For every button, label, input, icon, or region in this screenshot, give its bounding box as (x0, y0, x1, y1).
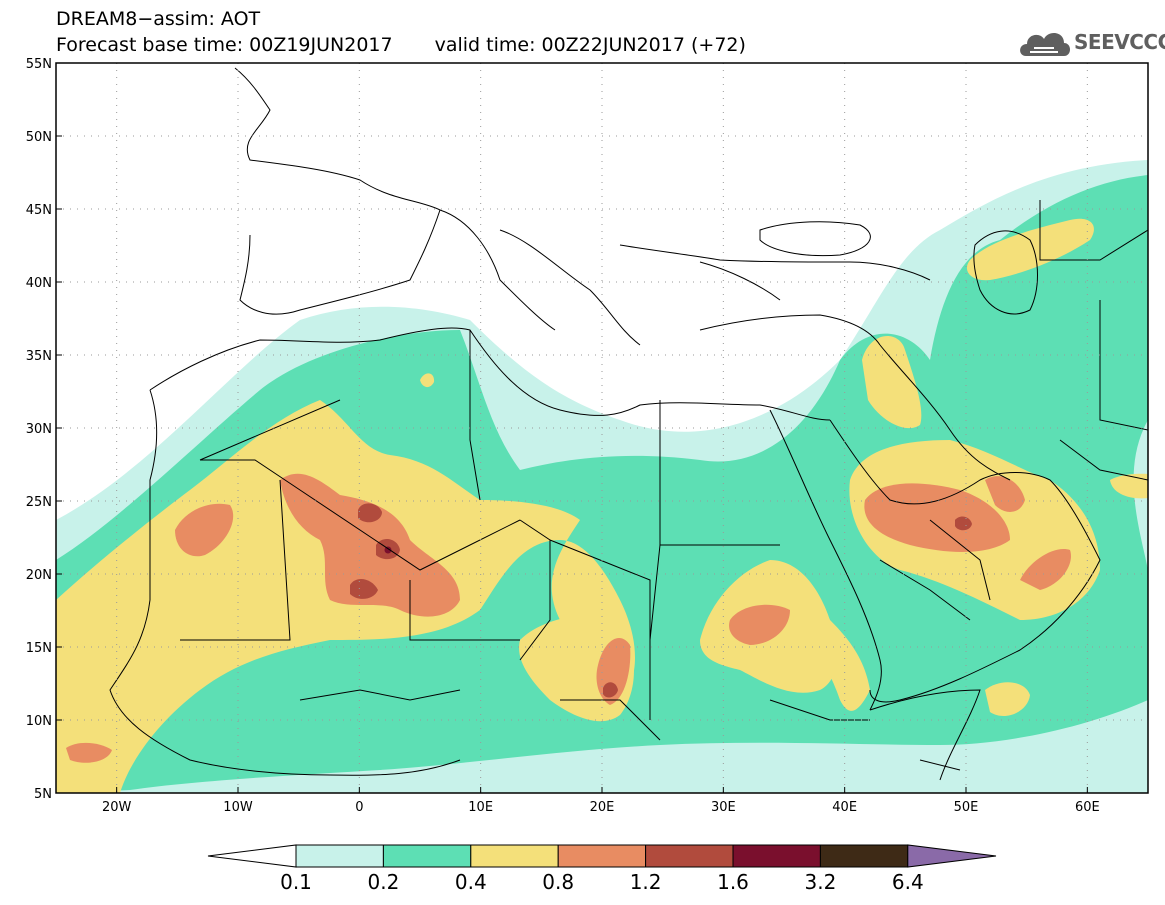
colorbar-label: 3.2 (804, 870, 837, 894)
base-time: Forecast base time: 00Z19JUN2017 (56, 34, 393, 56)
lon-tick-label: 30E (711, 800, 736, 815)
colorbar-under-arrow (207, 844, 297, 868)
seevccc-logo: SEEVCCC (1018, 22, 1165, 62)
valid-time: valid time: 00Z22JUN2017 (+72) (434, 34, 746, 56)
colorbar-over-arrow (907, 844, 997, 868)
lat-tick-label: 5N (34, 787, 52, 802)
aot-band-1.6-peak (384, 546, 392, 554)
colorbar-swatch (819, 844, 909, 868)
aot-band-0.4-somalia (985, 682, 1030, 716)
lat-tick-label: 20N (26, 568, 52, 583)
aot-band-0.4-ethiopia (800, 610, 870, 711)
lon-tick-label: 0 (355, 800, 363, 815)
aot-band-0.4-caspian (966, 218, 1094, 281)
gridlines (56, 63, 1148, 793)
aot-band-0.8-uae (985, 476, 1025, 512)
lat-tick-label: 55N (26, 57, 52, 72)
aot-band-1.2-chad (603, 682, 618, 698)
lat-tick-label: 45N (26, 203, 52, 218)
aot-band-0.8-senegal (66, 742, 112, 763)
lat-tick-label: 35N (26, 349, 52, 364)
time-info: Forecast base time: 00Z19JUN2017 valid ti… (56, 34, 746, 56)
aot-band-0.4-east-edge (1110, 473, 1148, 499)
colorbar-swatch (645, 844, 734, 868)
aot-band-0.4-tunisia (420, 373, 435, 388)
latitude-labels: 5N 10N 15N 20N 25N 30N 35N 40N 45N 50N 55N (26, 57, 52, 802)
colorbar-label: 0.8 (542, 870, 575, 894)
colorbar-label: 0.4 (454, 870, 487, 894)
coastlines-boundaries (109, 67, 1148, 781)
lat-tick-label: 40N (26, 276, 52, 291)
colorbar-swatch (295, 844, 384, 868)
map-title: DREAM8−assim: AOT (56, 8, 261, 30)
axis-ticks (56, 62, 1088, 794)
colorbar-label: 6.4 (891, 870, 924, 894)
lat-tick-label: 25N (26, 495, 52, 510)
aot-band-0.8-mali (280, 473, 460, 617)
aot-band-0.4-iraq (862, 336, 922, 429)
lon-tick-label: 10W (223, 800, 253, 815)
aot-band-0.8-sudan (729, 604, 790, 645)
lon-tick-label: 20E (590, 800, 615, 815)
colorbar-swatch (732, 844, 821, 868)
aot-band-1.2-niger (350, 578, 378, 599)
lat-tick-label: 30N (26, 422, 52, 437)
colorbar-label: 0.1 (280, 870, 312, 894)
colorbar-label: 0.2 (367, 870, 400, 894)
lat-tick-label: 15N (26, 641, 52, 656)
aot-band-1.2-arabia (955, 516, 972, 531)
lat-tick-label: 10N (26, 714, 52, 729)
aot-band-1.2-mali-north (358, 503, 382, 523)
aot-band-0.8-oman (1020, 549, 1071, 590)
colorbar-label: 1.2 (629, 870, 662, 894)
lon-tick-label: 60E (1075, 800, 1100, 815)
colorbar-swatch (470, 844, 559, 868)
lon-tick-label: 20W (102, 800, 132, 815)
lon-tick-label: 50E (954, 800, 979, 815)
longitude-labels: 20W 10W 0 10E 20E 30E 40E 50E 60E (102, 800, 1100, 815)
lon-tick-label: 40E (832, 800, 857, 815)
aot-band-0.8-mauritania (175, 503, 234, 557)
cloud-logo-icon (1020, 33, 1070, 56)
lat-tick-label: 50N (26, 130, 52, 145)
colorbar-label: 1.6 (717, 870, 749, 894)
logo-text: SEEVCCC (1074, 30, 1165, 54)
colorbar-swatch (382, 844, 472, 868)
colorbar (207, 844, 997, 868)
lon-tick-label: 10E (468, 800, 493, 815)
colorbar-swatch (557, 844, 647, 868)
